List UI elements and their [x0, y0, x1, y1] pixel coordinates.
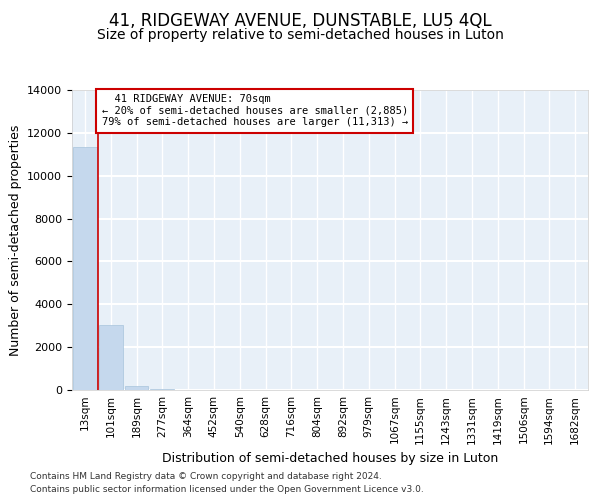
Bar: [73, 147, 97, 390]
X-axis label: Distribution of semi-detached houses by size in Luton: Distribution of semi-detached houses by …: [162, 452, 498, 465]
Bar: [151, 389, 174, 390]
Text: Contains HM Land Registry data © Crown copyright and database right 2024.: Contains HM Land Registry data © Crown c…: [30, 472, 382, 481]
Y-axis label: Number of semi-detached properties: Number of semi-detached properties: [8, 124, 22, 356]
Text: Size of property relative to semi-detached houses in Luton: Size of property relative to semi-detach…: [97, 28, 503, 42]
Text: Contains public sector information licensed under the Open Government Licence v3: Contains public sector information licen…: [30, 485, 424, 494]
Text: 41 RIDGEWAY AVENUE: 70sqm
← 20% of semi-detached houses are smaller (2,885)
79% : 41 RIDGEWAY AVENUE: 70sqm ← 20% of semi-…: [101, 94, 408, 128]
Text: 41, RIDGEWAY AVENUE, DUNSTABLE, LU5 4QL: 41, RIDGEWAY AVENUE, DUNSTABLE, LU5 4QL: [109, 12, 491, 30]
Bar: [99, 324, 122, 390]
Bar: [125, 386, 148, 390]
